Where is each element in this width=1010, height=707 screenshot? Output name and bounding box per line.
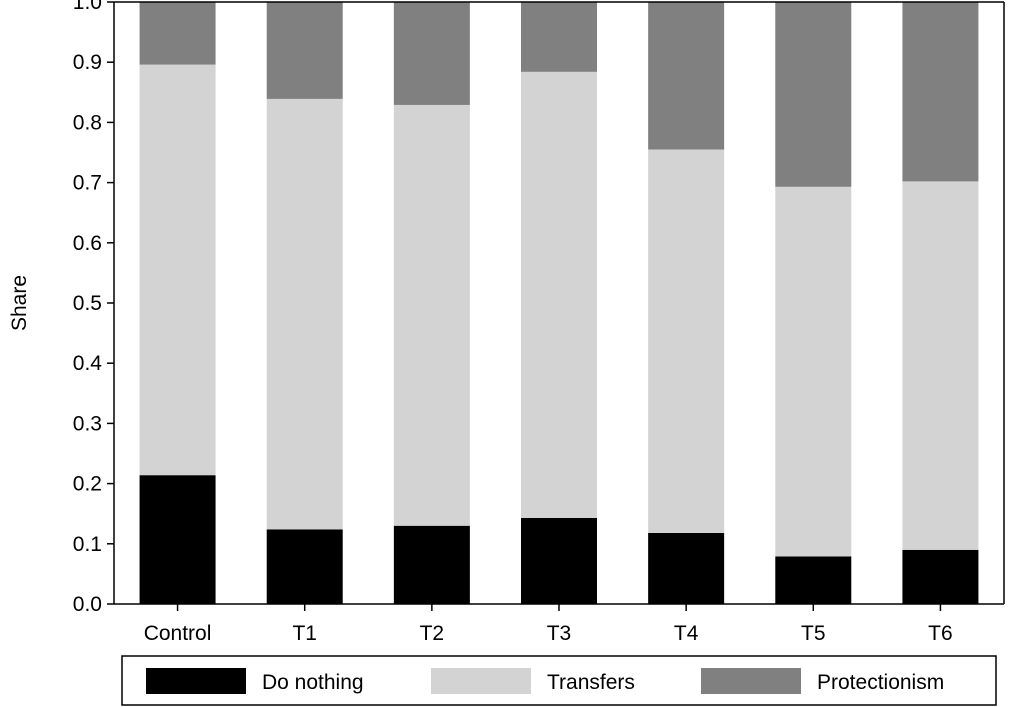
bar-t2-protectionism bbox=[393, 2, 470, 105]
y-axis-title: Share bbox=[8, 275, 31, 331]
bar-control-do-nothing bbox=[139, 475, 216, 604]
y-tick-label: 0.5 bbox=[73, 292, 102, 315]
legend-label: Protectionism bbox=[817, 671, 944, 694]
y-tick-label: 0.2 bbox=[73, 473, 102, 496]
bar-t6-do-nothing bbox=[902, 549, 979, 604]
bar-t2-do-nothing bbox=[393, 525, 470, 604]
y-tick-label: 0.7 bbox=[73, 172, 102, 195]
bar-t5-transfers bbox=[775, 186, 852, 557]
y-tick-label: 1.0 bbox=[73, 0, 102, 14]
y-tick-label: 0.8 bbox=[73, 111, 102, 134]
y-tick-label: 0.9 bbox=[73, 51, 102, 74]
bar-t3-do-nothing bbox=[521, 517, 597, 604]
y-tick-label: 0.4 bbox=[73, 352, 103, 375]
legend-swatch-do-nothing bbox=[146, 668, 246, 694]
bar-t6-protectionism bbox=[902, 2, 979, 182]
legend-swatch-protectionism bbox=[701, 668, 801, 694]
x-tick-label: T3 bbox=[547, 622, 572, 645]
y-tick-label: 0.0 bbox=[73, 593, 102, 616]
x-tick-label: T2 bbox=[420, 622, 445, 645]
x-tick-label: T5 bbox=[801, 622, 826, 645]
legend-swatch-transfers bbox=[431, 668, 531, 694]
bar-t4-protectionism bbox=[648, 2, 725, 150]
x-tick-label: Control bbox=[144, 622, 212, 645]
bar-t6-transfers bbox=[902, 181, 979, 550]
bar-t3-protectionism bbox=[521, 2, 597, 72]
bar-t4-transfers bbox=[648, 149, 725, 533]
bar-t1-transfers bbox=[266, 98, 343, 530]
bar-t2-transfers bbox=[393, 104, 470, 526]
bar-t3-transfers bbox=[521, 71, 597, 518]
bar-control-transfers bbox=[139, 64, 216, 476]
legend-label: Transfers bbox=[547, 671, 635, 694]
legend-box bbox=[121, 655, 997, 706]
x-tick-label: T1 bbox=[292, 622, 317, 645]
bar-t5-protectionism bbox=[775, 2, 852, 187]
y-tick-label: 0.1 bbox=[73, 533, 102, 556]
bars-group bbox=[139, 2, 979, 604]
bar-control-protectionism bbox=[139, 2, 216, 65]
x-tick-label: T4 bbox=[674, 622, 699, 645]
bar-t5-do-nothing bbox=[775, 556, 852, 604]
y-tick-label: 0.3 bbox=[73, 412, 102, 435]
x-tick-label: T6 bbox=[928, 622, 953, 645]
y-tick-label: 0.6 bbox=[73, 232, 102, 255]
legend: Do nothing Transfers Protectionism bbox=[121, 655, 997, 706]
bar-t1-protectionism bbox=[266, 2, 343, 99]
bar-t4-do-nothing bbox=[648, 532, 725, 604]
legend-label: Do nothing bbox=[262, 671, 364, 694]
axes-group: Control T1 T2 T3 T4 T5 T6 0.0 0.1 0.2 0.3 0.4 0.5 0.6… bbox=[73, 0, 1005, 645]
bar-t1-do-nothing bbox=[266, 529, 343, 604]
